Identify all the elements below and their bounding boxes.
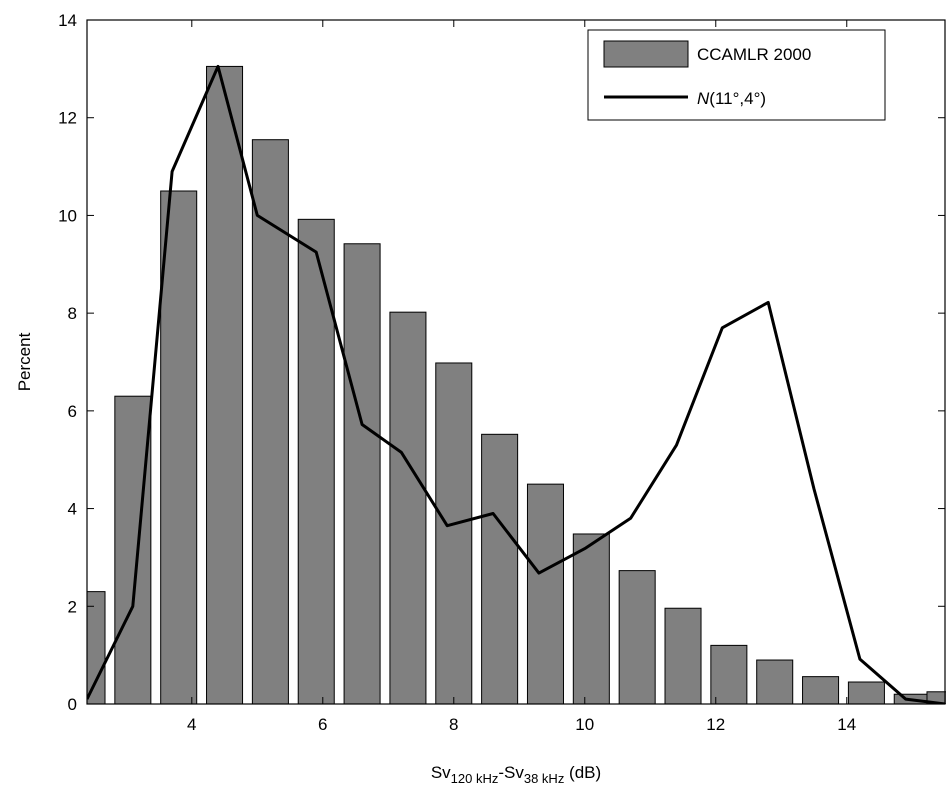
x-tick-label: 4 bbox=[187, 715, 196, 734]
bar bbox=[206, 65, 244, 704]
bar bbox=[160, 190, 198, 704]
bar bbox=[526, 483, 564, 704]
x-tick-label: 14 bbox=[837, 715, 856, 734]
y-tick-label: 8 bbox=[68, 304, 77, 323]
y-axis-label: Percent bbox=[15, 332, 34, 391]
bar bbox=[389, 311, 427, 704]
y-tick-label: 10 bbox=[58, 206, 77, 225]
legend: CCAMLR 2000 N(11°,4°) bbox=[587, 29, 886, 121]
bars-group bbox=[87, 65, 946, 704]
x-axis-label: Sv120 kHz-Sv38 kHz (dB) bbox=[431, 763, 601, 786]
y-tick-label: 14 bbox=[58, 11, 77, 30]
bar bbox=[114, 395, 152, 704]
x-axis-label-prefix: Sv bbox=[431, 763, 451, 782]
bar bbox=[664, 607, 702, 704]
normal-curve-line bbox=[87, 64, 946, 704]
bar bbox=[435, 362, 473, 704]
y-tick-label: 12 bbox=[58, 109, 77, 128]
x-tick-label: 12 bbox=[706, 715, 725, 734]
y-tick-label: 4 bbox=[68, 500, 77, 519]
bar bbox=[297, 218, 335, 704]
bar bbox=[343, 243, 381, 704]
bar bbox=[756, 659, 794, 704]
legend-swatch-bar bbox=[603, 40, 689, 68]
bar bbox=[618, 570, 656, 704]
y-tick-label: 0 bbox=[68, 695, 77, 714]
plot-frame bbox=[86, 19, 946, 705]
legend-label-normal-n: N bbox=[697, 89, 710, 108]
x-axis-label-mid: -Sv bbox=[498, 763, 524, 782]
legend-label-normal: N(11°,4°) bbox=[697, 89, 766, 108]
x-axis-label-sub2: 38 kHz bbox=[524, 771, 564, 786]
bar bbox=[847, 681, 885, 704]
ticks-group: 4 6 8 10 12 14 0 2 4 6 8 10 12 14 bbox=[58, 11, 945, 734]
bar bbox=[87, 591, 106, 704]
bar bbox=[802, 676, 840, 704]
x-axis-label-sub1: 120 kHz bbox=[451, 771, 499, 786]
legend-label-ccamlr: CCAMLR 2000 bbox=[697, 45, 811, 64]
x-tick-label: 6 bbox=[318, 715, 327, 734]
bar bbox=[710, 644, 748, 704]
line-group bbox=[87, 64, 946, 704]
x-tick-label: 10 bbox=[575, 715, 594, 734]
bar bbox=[572, 533, 610, 704]
x-axis-label-suffix: (dB) bbox=[564, 763, 601, 782]
bar bbox=[481, 433, 519, 704]
x-tick-label: 8 bbox=[449, 715, 458, 734]
legend-label-normal-params: (11°,4°) bbox=[709, 89, 766, 108]
y-tick-label: 2 bbox=[68, 597, 77, 616]
y-tick-label: 6 bbox=[68, 402, 77, 421]
